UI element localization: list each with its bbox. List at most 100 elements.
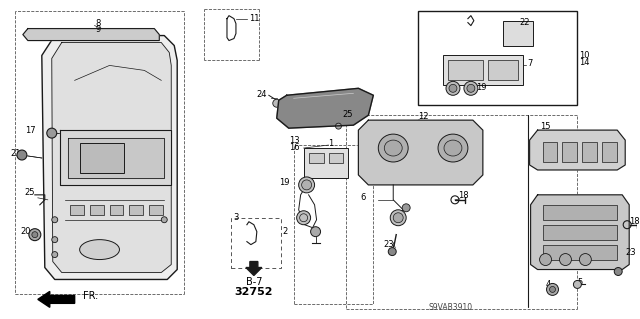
Ellipse shape (444, 140, 462, 156)
Bar (543, 225, 617, 240)
Polygon shape (68, 138, 164, 178)
Ellipse shape (438, 134, 468, 162)
Circle shape (388, 248, 396, 256)
Text: 15: 15 (541, 122, 551, 131)
Circle shape (29, 229, 41, 241)
Circle shape (32, 232, 38, 238)
Text: 22: 22 (520, 18, 530, 27)
Bar (303, 148, 348, 178)
Circle shape (446, 81, 460, 95)
Text: 4: 4 (545, 280, 551, 289)
Circle shape (614, 268, 622, 276)
Circle shape (393, 213, 403, 223)
Polygon shape (52, 42, 172, 272)
Circle shape (52, 237, 58, 243)
Polygon shape (531, 195, 629, 270)
Polygon shape (42, 35, 177, 279)
Text: 24: 24 (256, 90, 267, 99)
Bar (149, 205, 163, 215)
Bar (418, 11, 577, 105)
Bar (109, 205, 124, 215)
FancyArrow shape (38, 292, 75, 307)
Circle shape (449, 84, 457, 92)
Polygon shape (276, 88, 373, 128)
Text: 10: 10 (579, 51, 590, 60)
Bar (488, 60, 518, 80)
Bar (294, 145, 373, 304)
Text: 11: 11 (249, 14, 259, 23)
Circle shape (402, 204, 410, 212)
Circle shape (52, 217, 58, 223)
Text: 23: 23 (625, 248, 636, 257)
Text: 5: 5 (577, 278, 582, 287)
Polygon shape (358, 120, 483, 185)
Bar (503, 21, 532, 46)
Circle shape (335, 123, 342, 129)
Text: 19: 19 (476, 83, 486, 92)
Bar (129, 205, 143, 215)
Text: 12: 12 (418, 112, 429, 121)
Bar (79, 143, 124, 173)
Bar (308, 153, 324, 163)
Text: FR.: FR. (83, 291, 98, 301)
Bar (443, 56, 523, 85)
Circle shape (52, 252, 58, 257)
Ellipse shape (79, 240, 120, 260)
Text: S9VAB3910: S9VAB3910 (428, 303, 472, 312)
Polygon shape (60, 130, 172, 185)
Circle shape (540, 254, 552, 265)
Circle shape (550, 286, 556, 293)
Text: 2: 2 (283, 227, 288, 236)
Circle shape (579, 254, 591, 265)
Text: 18: 18 (458, 191, 468, 200)
Text: 20: 20 (20, 227, 31, 236)
Text: 3: 3 (233, 213, 238, 222)
Bar (90, 205, 104, 215)
Text: 23: 23 (383, 240, 394, 249)
Circle shape (547, 284, 559, 295)
Bar (328, 153, 344, 163)
Circle shape (390, 210, 406, 226)
Circle shape (467, 84, 475, 92)
Bar (543, 245, 617, 260)
Circle shape (17, 150, 27, 160)
Text: 25: 25 (342, 110, 353, 119)
Text: 17: 17 (25, 126, 35, 135)
Bar (602, 142, 617, 162)
Text: 16: 16 (289, 143, 300, 152)
Bar (70, 205, 84, 215)
Text: 7: 7 (527, 59, 533, 68)
Circle shape (161, 217, 167, 223)
Text: 21: 21 (10, 149, 20, 158)
Circle shape (573, 280, 581, 288)
Text: 25: 25 (25, 188, 35, 197)
Text: B-7: B-7 (246, 278, 262, 287)
Text: 1: 1 (328, 138, 334, 148)
Text: 14: 14 (579, 58, 590, 67)
Ellipse shape (378, 134, 408, 162)
Text: 13: 13 (289, 136, 300, 145)
Circle shape (464, 81, 478, 95)
Text: 9: 9 (95, 25, 101, 34)
Ellipse shape (384, 140, 402, 156)
Text: 18: 18 (629, 217, 640, 226)
Circle shape (273, 99, 281, 107)
Bar (582, 142, 597, 162)
Bar (543, 142, 557, 162)
Circle shape (310, 227, 321, 237)
Text: 8: 8 (95, 19, 101, 28)
Bar (543, 205, 617, 220)
Text: 32752: 32752 (235, 287, 273, 297)
Circle shape (297, 211, 310, 225)
Circle shape (47, 128, 57, 138)
Circle shape (301, 180, 312, 190)
Bar (231, 218, 281, 268)
Bar (448, 60, 483, 80)
Polygon shape (23, 29, 159, 41)
FancyArrow shape (246, 262, 262, 276)
Circle shape (559, 254, 572, 265)
Polygon shape (530, 130, 625, 170)
Text: 19: 19 (279, 178, 289, 187)
Circle shape (299, 177, 315, 193)
Text: 6: 6 (360, 193, 365, 202)
